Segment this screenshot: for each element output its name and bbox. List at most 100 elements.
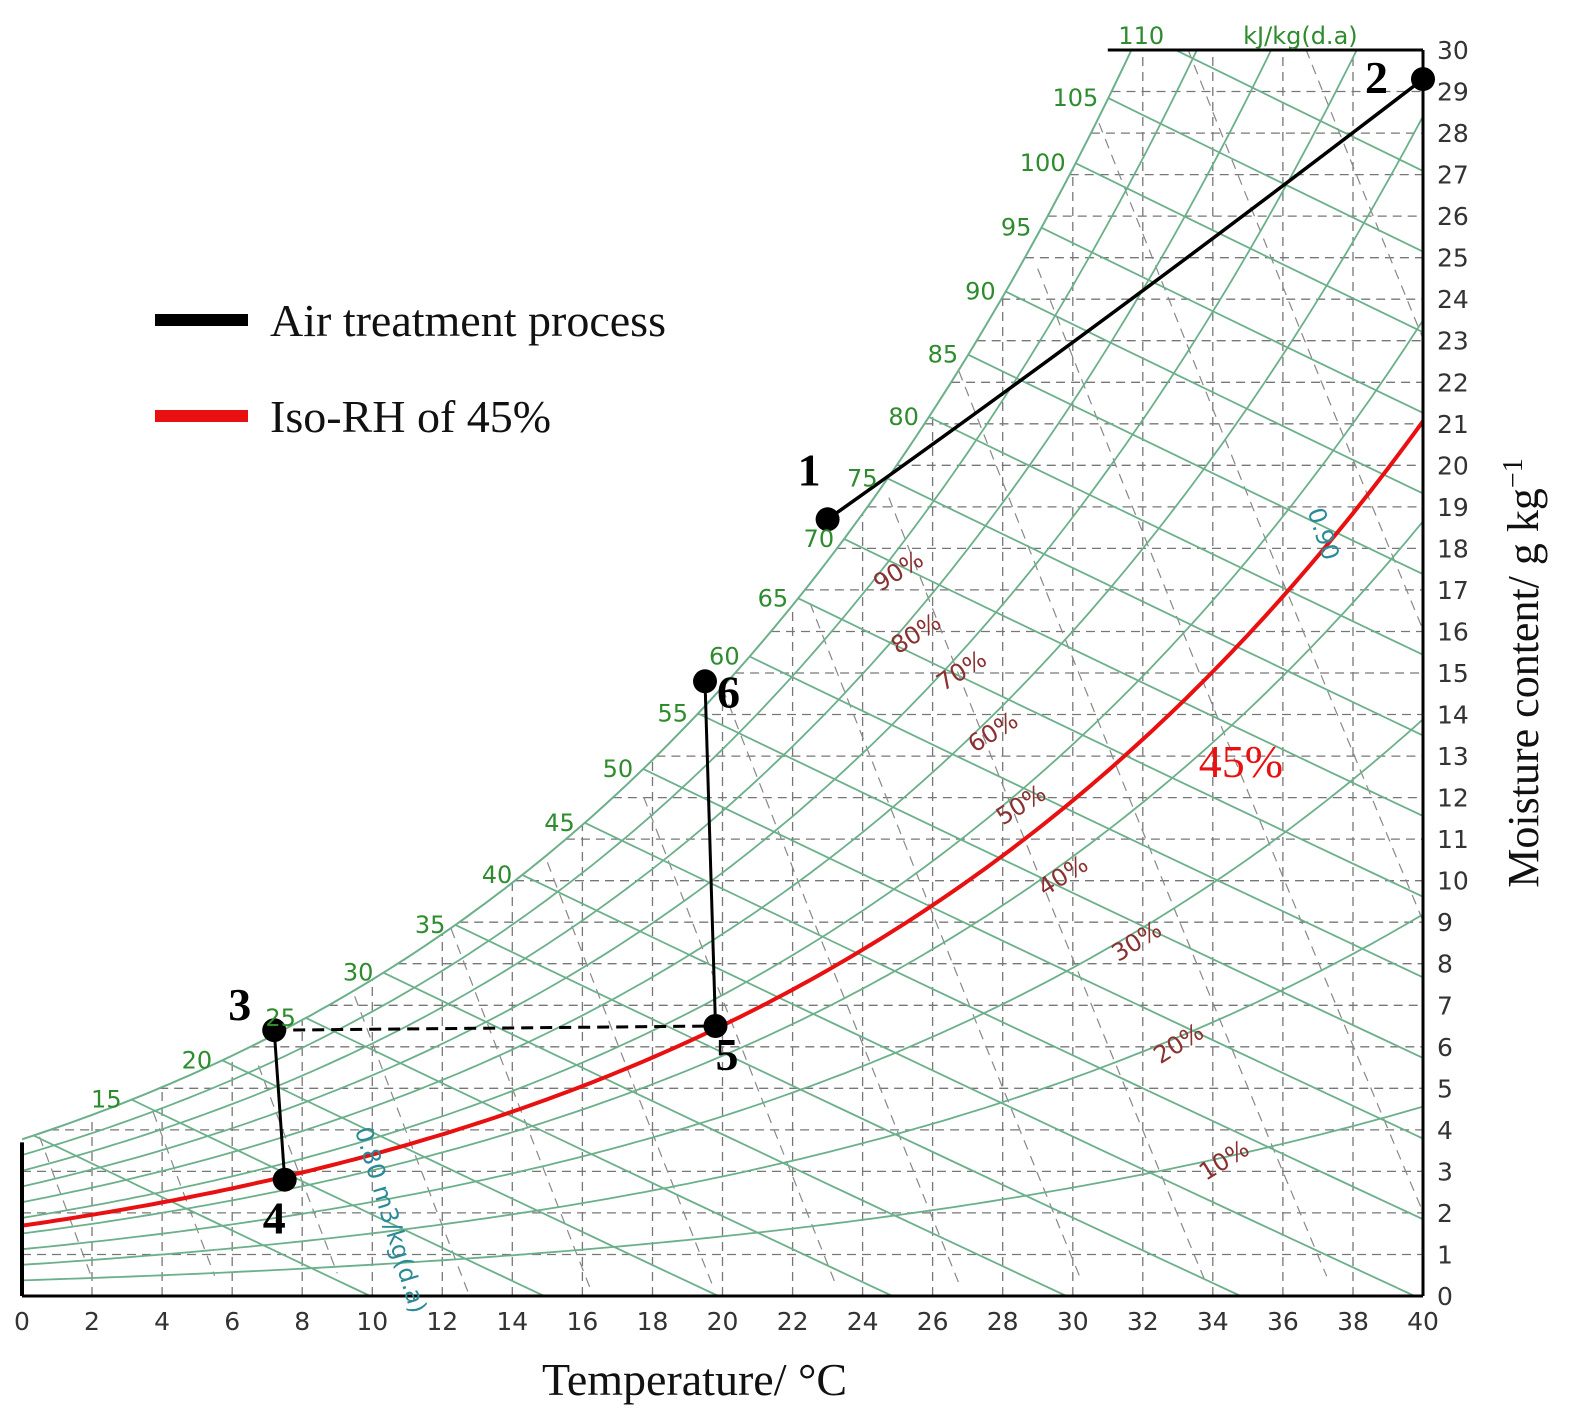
specific-volume-line: [1037, 268, 1423, 1214]
legend-label: Iso-RH of 45%: [270, 391, 551, 442]
y-tick-label: 2: [1437, 1199, 1453, 1228]
specific-volume-line: [450, 928, 592, 1292]
legend-label: Air treatment process: [270, 295, 666, 346]
specific-volume-line: [643, 796, 837, 1287]
enthalpy-line: [887, 477, 1423, 737]
enthalpy-line: [33, 1134, 371, 1296]
y-tick-label: 11: [1437, 825, 1469, 854]
y-tick-label: 0: [1437, 1282, 1453, 1311]
enthalpy-line: [928, 416, 1423, 656]
x-tick-label: 10: [356, 1307, 388, 1336]
x-tick-label: 40: [1407, 1307, 1439, 1336]
y-tick-label: 20: [1437, 451, 1469, 480]
y-axis-title-superscript: −1: [1498, 458, 1529, 488]
y-tick-label: 6: [1437, 1033, 1453, 1062]
state-point-label-6: 6: [717, 666, 740, 717]
y-tick-label: 4: [1437, 1116, 1453, 1145]
y-tick-label: 28: [1437, 119, 1469, 148]
x-tick-label: 32: [1127, 1307, 1159, 1336]
process-line-3-4: [272, 1030, 287, 1180]
x-tick-label: 0: [14, 1307, 30, 1336]
enthalpy-line: [305, 1017, 893, 1296]
axes-layer: 0 2 4 6 8 10 12 14 16 18 20 22 24 26 28 30 32 34 36 38 40012…: [14, 36, 1548, 1405]
x-tick-label: 24: [847, 1307, 879, 1336]
enthalpy-label: 75: [847, 464, 878, 492]
x-tick-label: 8: [294, 1307, 310, 1336]
x-axis-title: Temperature/ °C: [542, 1354, 847, 1405]
enthalpy-line: [383, 971, 1067, 1296]
y-axis-title: Moisture content/ g kg−1: [1498, 458, 1548, 887]
y-tick-label: 12: [1437, 784, 1469, 813]
specific-volume-line: [257, 1065, 338, 1274]
x-tick-label: 4: [154, 1307, 170, 1336]
y-tick-label: 19: [1437, 493, 1469, 522]
enthalpy-line: [455, 924, 1241, 1296]
x-tick-label: 2: [84, 1307, 100, 1336]
enthalpy-label: 35: [415, 911, 446, 939]
enthalpy-label: 40: [482, 861, 513, 889]
y-tick-label: 30: [1437, 36, 1469, 65]
state-point-label-1: 1: [798, 444, 821, 495]
y-tick-label: 5: [1437, 1074, 1453, 1103]
specific-volume-line: [809, 603, 1083, 1282]
enthalpy-label: 45: [544, 809, 575, 837]
x-tick-label: 28: [987, 1307, 1019, 1336]
rh-curve: [22, 520, 1423, 1235]
process-line-3-5: [274, 1024, 716, 1032]
enthalpy-label: 105: [1052, 84, 1098, 112]
state-point-label-5: 5: [716, 1029, 739, 1080]
x-tick-label: 14: [496, 1307, 528, 1336]
rh-curve: [22, 1105, 1423, 1282]
rh-curve: [22, 913, 1423, 1266]
x-tick-label: 22: [777, 1307, 809, 1336]
enthalpy-label: 55: [657, 700, 688, 728]
rh-curve: [22, 50, 1133, 1141]
y-tick-label: 13: [1437, 742, 1469, 771]
enthalpy-label: 20: [182, 1046, 213, 1074]
y-tick-label: 25: [1437, 244, 1469, 273]
enthalpy-label: 15: [91, 1086, 122, 1114]
x-tick-label: 18: [637, 1307, 669, 1336]
enthalpy-label: 85: [928, 341, 959, 369]
specific-volume-line: [546, 862, 715, 1289]
enthalpy-label: 70: [804, 525, 835, 553]
x-tick-label: 38: [1337, 1307, 1369, 1336]
y-tick-label: 3: [1437, 1157, 1453, 1186]
process-line-5-6: [703, 681, 717, 1027]
iso-rh-45-label: 45%: [1199, 736, 1283, 787]
enthalpy-label: 50: [603, 755, 634, 783]
enthalpy-line: [221, 1059, 719, 1296]
state-point-4: [272, 1167, 297, 1192]
x-tick-label: 16: [566, 1307, 598, 1336]
state-point-1: [815, 507, 840, 532]
x-tick-label: 12: [426, 1307, 458, 1336]
y-tick-label: 7: [1437, 991, 1453, 1020]
rh-curve: [22, 115, 1423, 1204]
specific-volume-line: [888, 497, 1205, 1279]
enthalpy-label: 60: [709, 643, 740, 671]
y-tick-label: 22: [1437, 368, 1469, 397]
y-tick-label: 1: [1437, 1241, 1453, 1270]
rh-curve: [22, 50, 1198, 1156]
specific-volume-line: [721, 687, 960, 1284]
specific-volume-line: [1187, 50, 1423, 632]
enthalpy-label: 90: [965, 278, 996, 306]
enthalpy-line: [797, 597, 1423, 898]
enthalpy-label: 110: [1118, 22, 1164, 50]
volume-lines-layer: [38, 50, 1423, 1294]
x-tick-label: 30: [1057, 1307, 1089, 1336]
x-tick-label: 26: [917, 1307, 949, 1336]
y-tick-label: 24: [1437, 285, 1469, 314]
enthalpy-line: [131, 1098, 545, 1296]
state-point-3: [262, 1018, 287, 1043]
y-tick-label: 29: [1437, 78, 1469, 107]
specific-volume-line: [38, 1136, 93, 1279]
y-tick-label: 8: [1437, 950, 1453, 979]
specific-volume-line: [958, 370, 1328, 1277]
y-tick-label: 16: [1437, 618, 1469, 647]
rh-curve: [22, 319, 1423, 1219]
state-point-label-2: 2: [1365, 52, 1388, 103]
x-tick-label: 20: [707, 1307, 739, 1336]
y-tick-label: 15: [1437, 659, 1469, 688]
